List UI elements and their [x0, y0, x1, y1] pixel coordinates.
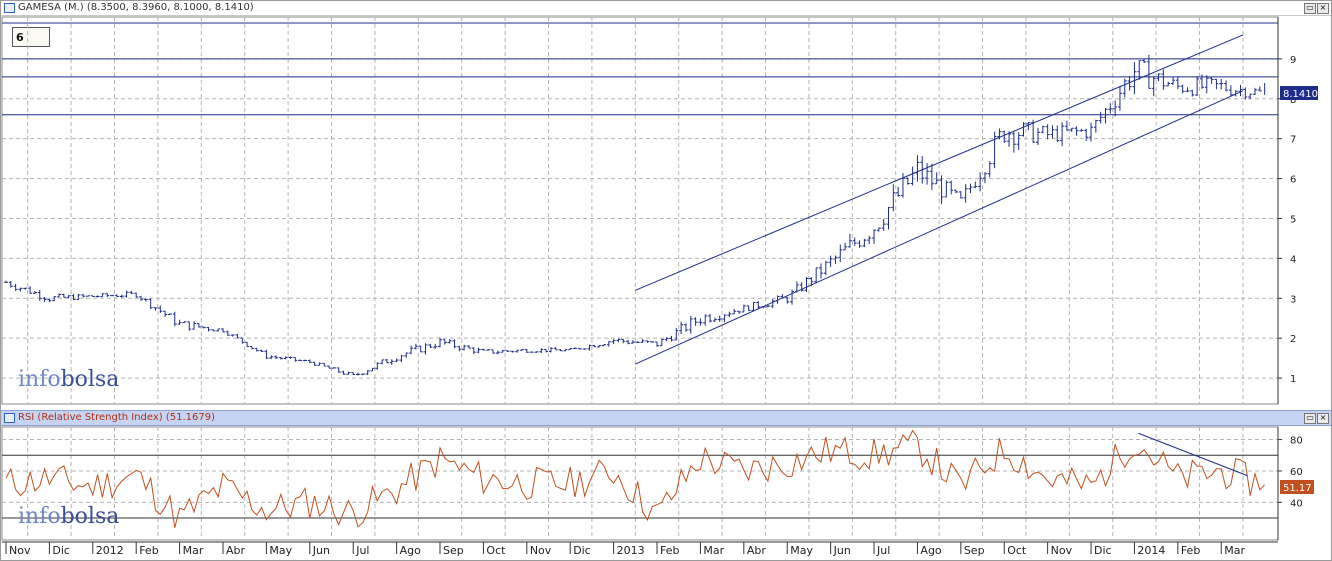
x-axis-month-label: Nov: [9, 544, 31, 557]
x-axis-month-label: Abr: [747, 544, 767, 557]
x-axis-month-label: Feb: [660, 544, 679, 557]
panel-number-box[interactable]: 6: [12, 27, 50, 47]
x-axis-month-label: 2012: [96, 544, 124, 557]
price-y-tick-label: 2: [1290, 334, 1296, 345]
x-axis-month-label: Jun: [833, 544, 851, 557]
close-icon[interactable]: ×: [1317, 3, 1329, 14]
watermark: infobolsa: [18, 367, 119, 392]
x-axis-month-label: 2014: [1137, 544, 1165, 557]
price-y-tick-label: 6: [1290, 175, 1296, 186]
price-y-tick-label: 5: [1290, 214, 1296, 225]
rsi-series: [5, 429, 1265, 528]
close-icon[interactable]: ×: [1317, 413, 1329, 424]
channel-line: [635, 90, 1244, 365]
x-axis-month-label: Oct: [1007, 544, 1027, 557]
price-gridlines: [1, 16, 1279, 405]
price-horizontal-levels: [2, 22, 1278, 116]
rsi-plot-area: [1, 426, 1279, 541]
rsi-last-value: 51.17: [1283, 483, 1312, 494]
x-axis-month-label: Dic: [573, 544, 591, 557]
rsi-panel-title: RSI (Relative Strength Index) (51.1679): [18, 412, 216, 423]
x-axis-month-label: Abr: [226, 544, 246, 557]
x-axis-month-label: Feb: [139, 544, 158, 557]
watermark: infobolsa: [18, 504, 119, 529]
x-axis-month-label: Ago: [400, 544, 422, 557]
price-ohlc-series: [4, 54, 1266, 376]
x-axis-month-label: May: [790, 544, 813, 557]
x-axis: Nov Dic 2012 Feb Mar Abr May Jun Jul Ago Sep Oct Nov…: [2, 541, 1278, 557]
panel-icon: [4, 3, 15, 13]
restore-icon[interactable]: ▭: [1304, 413, 1316, 424]
rsi-trend-line: [1138, 432, 1248, 477]
x-axis-month-label: Jun: [312, 544, 330, 557]
x-axis-month-label: Sep: [964, 544, 985, 557]
x-axis-month-label: Nov: [530, 544, 552, 557]
x-axis-month-label: Sep: [443, 544, 464, 557]
x-axis-month-label: Mar: [183, 544, 204, 557]
rsi-y-axis: 40 60 80: [1277, 427, 1303, 540]
channel-line: [635, 34, 1244, 291]
price-panel-title: GAMESA (M.) (8.3500, 8.3960, 8.1000, 8.1…: [18, 2, 254, 13]
price-y-tick-label: 7: [1290, 135, 1296, 146]
rsi-y-tick-label: 40: [1290, 498, 1303, 509]
restore-icon[interactable]: ▭: [1304, 3, 1316, 14]
x-axis-month-label: Dic: [52, 544, 70, 557]
x-axis-month-label: Ago: [920, 544, 942, 557]
price-last-value: 8.1410: [1283, 89, 1318, 100]
price-y-tick-label: 3: [1290, 294, 1296, 305]
rsi-y-tick-label: 80: [1290, 436, 1303, 447]
x-axis-month-label: Jul: [876, 544, 890, 557]
rsi-y-tick-label: 60: [1290, 467, 1303, 478]
rsi-gridlines: [1, 426, 1279, 541]
price-y-tick-label: 9: [1290, 55, 1296, 66]
panel-icon: [4, 413, 15, 423]
trend-channel: [635, 34, 1244, 365]
rsi-line: [5, 429, 1265, 528]
price-y-tick-label: 4: [1290, 254, 1296, 265]
x-axis-month-label: Jul: [355, 544, 369, 557]
x-axis-month-label: Mar: [1224, 544, 1245, 557]
price-y-tick-label: 1: [1290, 374, 1296, 385]
x-axis-month-label: Feb: [1181, 544, 1200, 557]
price-plot-area: [1, 16, 1279, 405]
x-axis-month-label: Oct: [486, 544, 506, 557]
price-y-axis: 1 2 3 4 5 6 7 8 9: [1277, 17, 1296, 404]
price-last-value-badge: 8.1410: [1280, 86, 1318, 100]
price-panel-titlebar: GAMESA (M.) (8.3500, 8.3960, 8.1000, 8.1…: [1, 1, 1331, 16]
x-axis-month-label: Nov: [1051, 544, 1073, 557]
x-axis-month-label: Dic: [1094, 544, 1112, 557]
rsi-panel-titlebar: RSI (Relative Strength Index) (51.1679) …: [1, 410, 1331, 426]
x-axis-month-label: 2013: [617, 544, 645, 557]
rsi-last-value-badge: 51.17: [1280, 480, 1314, 494]
price-y-tick-label: 8: [1290, 95, 1296, 106]
x-axis-month-label: Mar: [703, 544, 724, 557]
x-axis-month-label: May: [269, 544, 292, 557]
